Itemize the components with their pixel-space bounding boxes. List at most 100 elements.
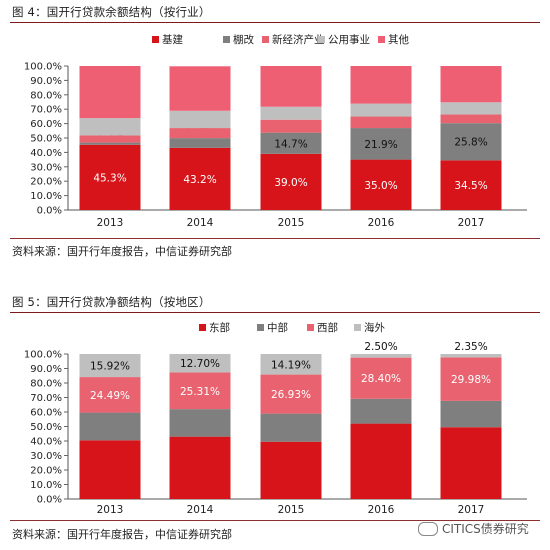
figure-4-title-rule [10,22,540,23]
bar-segment [260,413,322,442]
bar-segment [169,110,231,129]
data-label: 15.92% [90,361,130,373]
x-tick-label: 2013 [97,504,124,516]
data-label: 34.5% [454,180,487,192]
bar-segment [169,372,231,410]
bar-segment [350,66,412,104]
y-tick-label: 30.0% [30,451,62,462]
legend-label: 中部 [267,321,288,334]
watermark: CITICS债券研究 [418,520,529,537]
chart-industry: 基建 棚改 新经济产业 公用事业 其他 0.0% 10.0% 20.0% 30.0% 40.0% 5… [0,24,550,234]
bar-segment [440,160,502,210]
bar-segment [79,144,141,210]
figure-4-source: 资料来源：国开行年度报告，中信证券研究部 [12,245,232,258]
bar-segment [260,106,322,120]
bar-segment [169,128,231,139]
legend-swatch [307,324,314,331]
bar-segment [260,153,322,210]
legend-label: 棚改 [233,33,254,46]
x-tick-label: 2017 [458,504,485,516]
bar-segment [79,135,141,143]
y-tick-label: 30.0% [30,162,62,173]
y-tick-label: 0.0% [37,495,62,506]
figure-5-source-rule [10,520,540,521]
y-tick-label: 20.0% [30,466,62,477]
bar-segment [169,138,231,148]
bar-segment [350,128,412,160]
data-label: 14.19% [271,359,311,371]
bar-segment [260,441,322,499]
bar-segment [350,423,412,499]
y-tick-label: 90.0% [30,76,62,87]
data-label: 25.31% [180,386,220,398]
data-label: 26.93% [271,389,311,401]
figure-5-title: 图 5：国开行贷款净额结构（按地区） [12,295,211,309]
bar-segment [79,440,141,499]
bar-segment [350,398,412,424]
legend-swatch [199,324,206,331]
data-label: 12.70% [180,358,220,370]
x-tick-label: 2014 [187,504,214,516]
bar-segment [79,377,141,413]
legend-label: 东部 [209,321,230,334]
chart-industry-svg: 基建 棚改 新经济产业 公用事业 其他 0.0% 10.0% 20.0% 30.0% 40.0% 5… [24,33,527,229]
y-tick-label: 10.0% [30,480,62,491]
bar-segment [440,102,502,115]
x-tick-label: 2017 [458,217,485,229]
y-tick-label: 70.0% [30,393,62,404]
data-label: 2.50% [364,341,397,353]
data-label: 39.0% [274,177,307,189]
wechat-icon [418,521,438,536]
legend-swatch [318,36,325,43]
y-tick-label: 50.0% [30,422,62,433]
y-tick-label: 0.0% [37,206,62,217]
y-tick-label: 40.0% [30,148,62,159]
data-label: 28.40% [361,373,401,385]
legend-swatch [262,36,269,43]
chart-region-svg: 东部 中部 西部 海外 0.0% 10.0% 20.0% 30.0% 40.0% 50.0% 60.… [24,321,527,516]
bar-segment [260,374,322,414]
bar-segment [350,103,412,117]
bar-segment [79,66,141,119]
figure-4-source-rule [10,238,540,239]
legend-label: 基建 [162,33,183,46]
bar-segment [169,436,231,499]
data-label: 14.7% [274,138,307,150]
data-label: 43.2% [183,174,216,186]
data-label: 29.98% [451,374,491,386]
bar-segment [440,66,502,103]
legend-label: 西部 [317,321,338,334]
bar-segment [440,123,502,161]
figure-5-title-rule [10,312,540,313]
bar-segment [79,412,141,441]
bar-segment [79,354,141,378]
x-tick-label: 2016 [368,217,395,229]
bar-segment [350,116,412,129]
y-tick-label: 80.0% [30,379,62,390]
x-tick-label: 2013 [97,217,124,229]
x-tick-label: 2016 [368,504,395,516]
watermark-text: CITICS债券研究 [442,522,529,536]
bar-segment [350,354,412,358]
bar-segment [260,132,322,154]
legend-label: 公用事业 [328,33,370,46]
y-tick-label: 40.0% [30,437,62,448]
legend-swatch [152,36,159,43]
y-tick-label: 100.0% [24,62,62,73]
figure-4-title: 图 4：国开行贷款余额结构（按行业） [12,5,211,19]
y-tick-label: 60.0% [30,119,62,130]
data-label: 25.8% [454,137,487,149]
data-label: 24.49% [90,390,130,402]
bar-segment [260,66,322,107]
y-tick-label: 20.0% [30,177,62,188]
bar-segment [440,427,502,499]
bar-segment [350,159,412,210]
bar-segment [169,409,231,437]
y-tick-label: 100.0% [24,350,62,361]
data-label: 45.3% [93,172,126,184]
bar-segment [169,66,231,111]
y-tick-label: 70.0% [30,105,62,116]
bar-segment [169,354,231,373]
x-tick-label: 2015 [278,504,305,516]
y-tick-label: 80.0% [30,90,62,101]
